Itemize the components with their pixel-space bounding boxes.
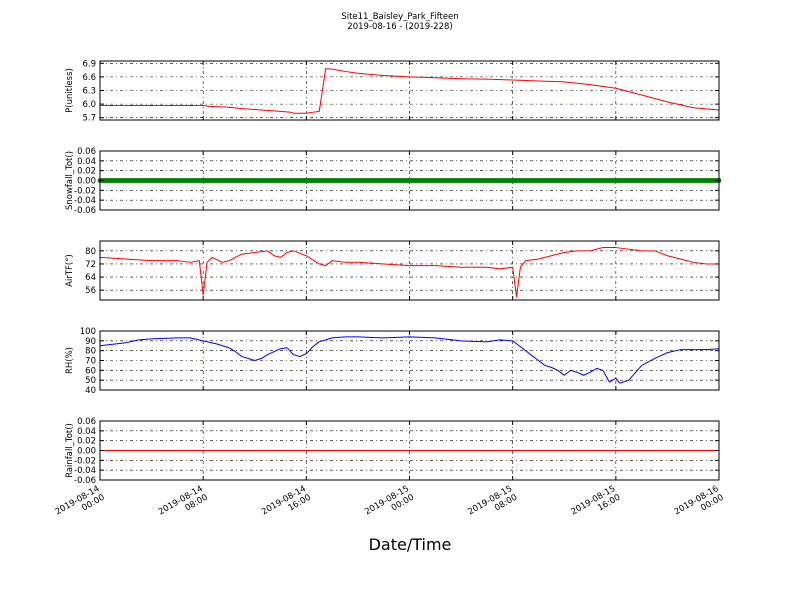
figure-title: Site11_Baisley_Park_Fifteen <box>341 12 458 22</box>
y-tick-label: 6.9 <box>82 59 96 69</box>
subplot-2: 0.060.040.020.00-0.02-0.04-0.06Snowfall_… <box>65 147 722 216</box>
y-tick-label: -0.06 <box>74 206 96 216</box>
y-tick-label: 0.06 <box>77 417 96 427</box>
series-points <box>97 178 722 183</box>
tick-marks <box>99 61 720 120</box>
y-tick-label: 40 <box>85 386 96 396</box>
y-tick-label: 70 <box>85 357 96 367</box>
y-tick-label: 64 <box>85 273 96 283</box>
y-tick-label: 56 <box>85 286 96 296</box>
y-tick-label: 0.06 <box>77 147 96 157</box>
y-tick-label: 60 <box>85 366 96 376</box>
y-tick-label: -0.04 <box>74 196 96 206</box>
y-tick-label: -0.02 <box>74 186 96 196</box>
x-axis-label: Date/Time <box>369 535 452 554</box>
subplot-3: 80 72 64 56 AirTF(°) <box>65 240 720 301</box>
y-tick-label: 6.0 <box>82 100 96 110</box>
tick-marks <box>99 241 720 300</box>
y-tick-label: 100 <box>80 327 96 337</box>
y-tick-label: 0.00 <box>77 447 96 457</box>
y-tick-label: 80 <box>85 247 96 257</box>
y-axis-label: RH(%) <box>65 347 75 374</box>
y-tick-label: 0.02 <box>77 167 96 177</box>
y-axis-label: Snowfall_Tot() <box>65 151 75 210</box>
y-tick-label: 0.04 <box>77 427 96 437</box>
y-tick-label: -0.02 <box>74 456 96 466</box>
y-axis-label: Rainfall_Tot() <box>65 423 75 478</box>
y-tick-label: 6.6 <box>82 73 96 83</box>
subplot-1: 6.9 6.6 6.3 6.0 5.7 P(unitless) <box>65 59 720 124</box>
y-tick-label: 90 <box>85 337 96 347</box>
y-tick-label: 5.7 <box>82 114 96 124</box>
y-axis-label: P(unitless) <box>65 68 75 113</box>
x-tick-label: 2019-08-1516:00 <box>570 484 623 526</box>
grid-lines <box>99 241 720 300</box>
y-axis-label: AirTF(°) <box>65 254 75 287</box>
x-tick-label: 2019-08-1408:00 <box>157 484 210 526</box>
series-line <box>100 68 720 114</box>
y-tick-label: 0.04 <box>77 157 96 167</box>
y-tick-label: -0.04 <box>74 466 96 476</box>
x-axis-tick-labels: 2019-08-1400:00 2019-08-1408:00 2019-08-14… <box>54 484 726 526</box>
subplot-5: 0.060.040.020.00-0.02-0.04-0.06Rainfall_… <box>65 417 720 486</box>
y-tick-label: -0.06 <box>74 476 96 486</box>
tick-marks <box>99 150 720 211</box>
series-line <box>99 247 719 298</box>
x-tick-label: 2019-08-1500:00 <box>363 484 416 526</box>
x-tick-label: 2019-08-1508:00 <box>466 484 519 526</box>
y-tick-label: 72 <box>85 260 96 270</box>
y-tick-label: 0.00 <box>77 177 96 187</box>
tick-marks <box>99 420 720 481</box>
x-tick-label: 2019-08-1400:00 <box>54 484 107 526</box>
subplot-panels: 6.96.66.36.05.7P(unitless)0.060.040.020.… <box>65 59 722 486</box>
y-tick-label: 80 <box>85 347 96 357</box>
series-line <box>99 336 720 384</box>
y-tick-label: 0.02 <box>77 437 96 447</box>
figure-subtitle: 2019-08-16 - (2019-228) <box>347 22 452 32</box>
y-tick-label: 50 <box>85 376 96 386</box>
tick-marks <box>99 330 720 391</box>
x-tick-label: 2019-08-1416:00 <box>260 484 313 526</box>
x-tick-label: 2019-08-1600:00 <box>673 484 726 526</box>
y-tick-label: 6.3 <box>82 87 96 97</box>
